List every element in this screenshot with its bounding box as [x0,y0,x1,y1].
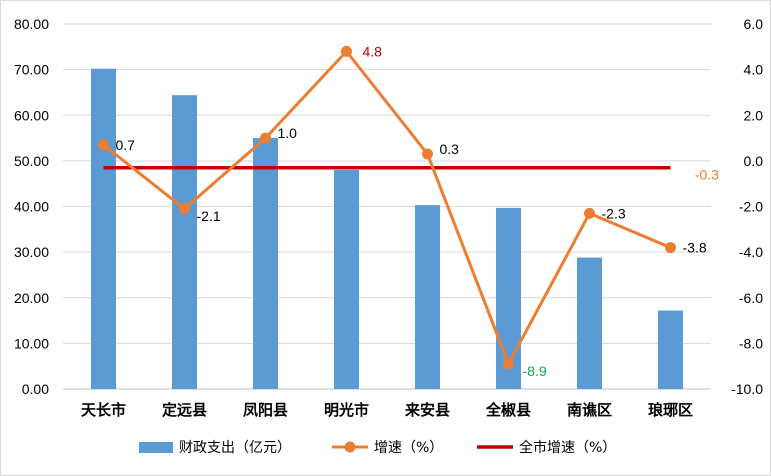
bar [415,205,440,389]
growth-data-label: -8.9 [523,363,547,379]
legend: 财政支出（亿元） 增速（%） 全市增速（%） [139,439,616,456]
right-tick-label: -10.0 [731,381,763,397]
left-tick-label: 30.00 [14,244,49,260]
right-axis-ticks: -10.0 -8.0 -6.0 -4.0 -2.0 0.0 2.0 4.0 6.0 [731,16,763,397]
bar [253,138,278,389]
legend-label: 全市增速（%） [519,439,616,456]
right-tick-label: -4.0 [739,244,763,260]
right-tick-label: -2.0 [739,199,763,215]
category-label: 琅琊区 [648,401,693,419]
category-label: 来安县 [404,401,450,419]
category-labels: 天长市 定远县 凤阳县 明光市 来安县 全椒县 南谯区 琅琊区 [81,401,693,419]
legend-swatch-marker [344,441,356,453]
right-tick-label: 0.0 [744,153,764,169]
right-tick-label: 6.0 [744,16,764,32]
category-label: 凤阳县 [243,401,288,419]
category-label: 明光市 [324,401,369,419]
data-labels: 0.7 -2.1 1.0 4.8 0.3 -8.9 -2.3 -3.8 -0.3 [116,43,720,379]
legend-label: 增速（%） [374,440,443,456]
bar [577,257,602,389]
bar-series [91,68,683,390]
left-tick-label: 10.00 [14,335,49,351]
growth-point [98,139,109,151]
left-tick-label: 40.00 [14,199,49,215]
right-tick-label: -8.0 [739,335,763,351]
right-tick-label: 4.0 [744,62,764,78]
category-label: 天长市 [81,401,126,419]
category-label: 全椒县 [485,401,531,419]
growth-point [584,207,595,219]
growth-data-label: -3.8 [683,240,707,256]
legend-swatch-bar [139,442,173,453]
growth-series [98,45,676,370]
right-tick-label: 2.0 [744,107,764,123]
right-tick-label: -6.0 [739,290,763,306]
left-tick-label: 50.00 [14,153,49,169]
left-tick-label: 60.00 [14,107,49,123]
category-label: 定远县 [162,401,207,419]
city-growth-label: -0.3 [695,167,719,183]
growth-point [179,203,190,215]
growth-data-label: 4.8 [363,43,383,59]
growth-line [102,49,672,366]
growth-data-label: -2.3 [602,205,626,221]
left-tick-label: 80.00 [14,16,49,32]
left-tick-label: 70.00 [14,62,49,78]
growth-point [422,148,433,160]
left-tick-label: 20.00 [14,290,49,306]
bar [334,170,359,389]
growth-data-label: 0.3 [440,141,460,157]
left-axis-ticks: 0.00 10.00 20.00 30.00 40.00 50.00 60.00 70.00 8… [14,16,49,397]
category-label: 南谯区 [567,401,612,419]
growth-point [260,132,271,144]
growth-data-label: 0.7 [116,137,136,153]
growth-data-label: 1.0 [278,125,298,141]
growth-point [503,358,514,370]
bar [658,310,683,389]
growth-data-label: -2.1 [197,208,221,224]
left-tick-label: 0.00 [22,381,49,397]
bar [172,95,197,390]
bar [91,68,116,390]
gridlines [63,23,711,390]
growth-point [665,242,676,254]
legend-label: 财政支出（亿元） [179,440,291,456]
growth-point [341,45,352,57]
